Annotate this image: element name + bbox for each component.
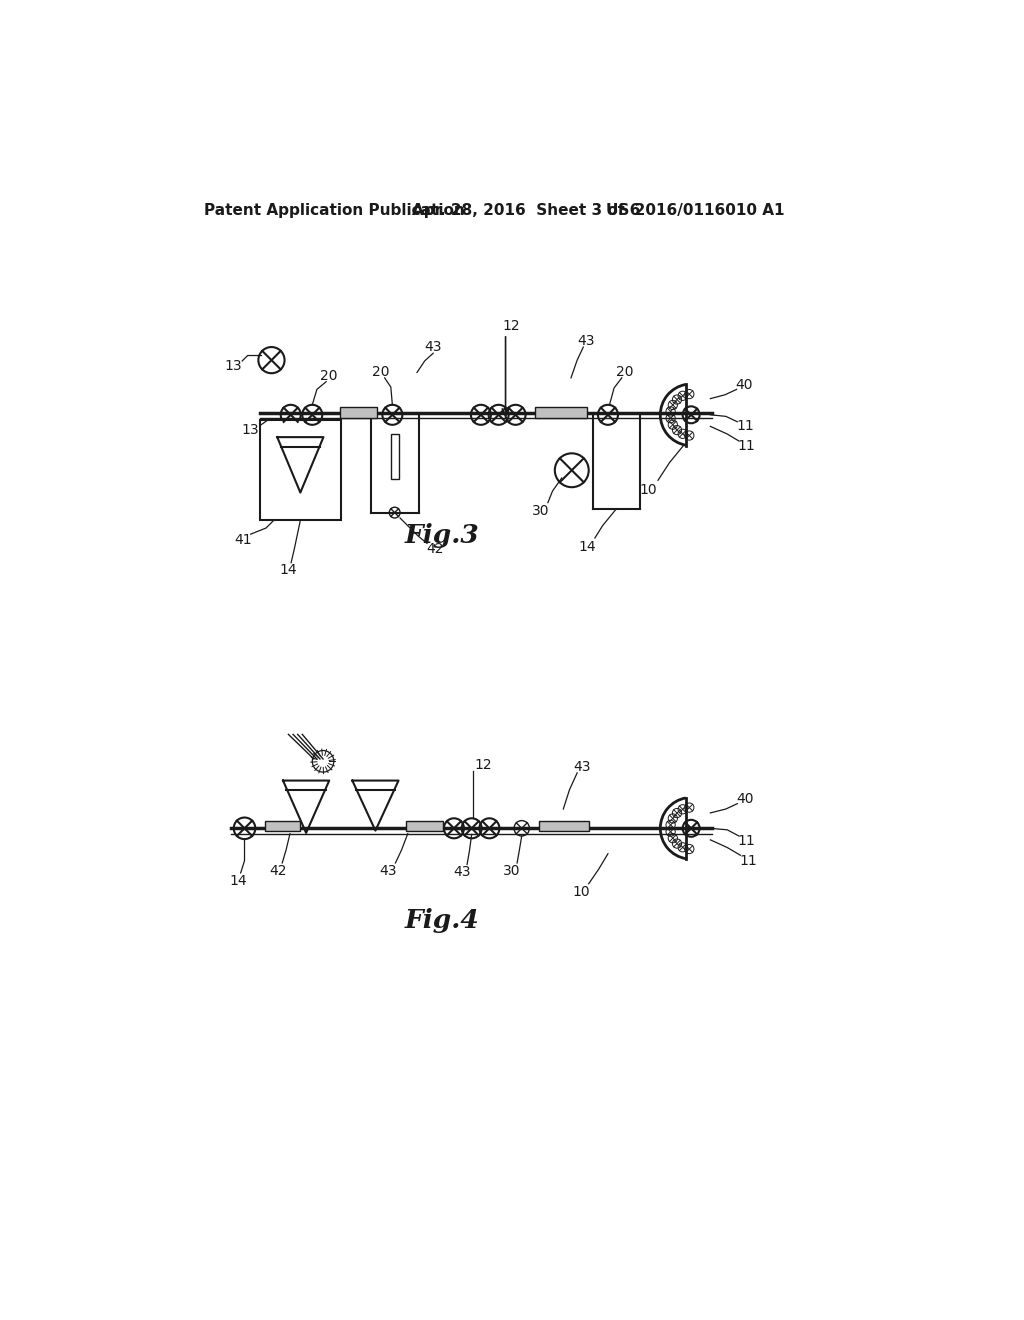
Bar [391,434,398,479]
Text: 43: 43 [573,760,591,774]
Bar [539,821,589,832]
Bar [340,407,377,418]
Text: 42: 42 [426,541,443,556]
Text: 30: 30 [503,863,520,878]
Text: 43: 43 [578,334,595,348]
Text: 40: 40 [736,792,754,807]
Bar [407,821,443,832]
Text: Apr. 28, 2016  Sheet 3 of 6: Apr. 28, 2016 Sheet 3 of 6 [412,203,640,218]
Text: 14: 14 [229,874,247,887]
Text: 12: 12 [474,758,493,772]
Text: Fig.3: Fig.3 [406,523,480,548]
Text: 20: 20 [372,364,389,379]
Text: 14: 14 [280,564,297,577]
Bar [535,407,587,418]
Text: 30: 30 [532,504,550,517]
Text: 14: 14 [579,540,596,554]
Text: 20: 20 [321,370,338,383]
Bar [260,420,341,520]
Text: 42: 42 [269,863,287,878]
Text: 11: 11 [737,438,756,453]
Text: 13: 13 [224,359,242,374]
Text: 11: 11 [736,420,754,433]
Text: 11: 11 [739,854,757,867]
Text: Fig.4: Fig.4 [406,908,480,933]
Text: 11: 11 [737,834,756,847]
Text: 41: 41 [234,532,252,546]
Text: Patent Application Publication: Patent Application Publication [204,203,465,218]
Text: 13: 13 [241,424,259,437]
Text: 43: 43 [453,865,470,879]
Text: 10: 10 [572,886,590,899]
Text: 43: 43 [424,341,442,354]
Text: 12: 12 [502,319,520,333]
Text: 20: 20 [616,366,634,379]
Text: 10: 10 [639,483,656,496]
Text: 43: 43 [380,863,397,878]
Bar [265,821,300,832]
Text: 40: 40 [735,378,753,392]
Text: US 2016/0116010 A1: US 2016/0116010 A1 [605,203,784,218]
